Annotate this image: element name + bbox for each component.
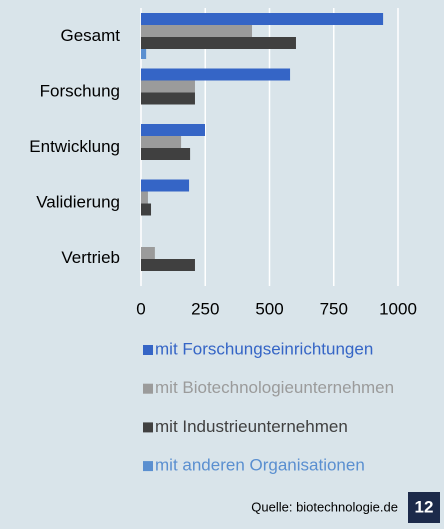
bar bbox=[141, 92, 195, 105]
x-tick-label: 750 bbox=[320, 299, 348, 318]
source: Quelle: biotechnologie.de bbox=[251, 499, 398, 514]
legend-label: mit Industrieunternehmen bbox=[155, 417, 348, 436]
bar bbox=[141, 25, 253, 37]
bar bbox=[141, 13, 384, 25]
bar bbox=[141, 191, 148, 204]
category-label: Forschung bbox=[40, 82, 120, 101]
bar bbox=[141, 148, 191, 160]
bar bbox=[141, 136, 182, 148]
page-badge bbox=[408, 492, 440, 523]
bar bbox=[141, 247, 155, 259]
category-label: Gesamt bbox=[60, 26, 120, 45]
page-number: 12 bbox=[415, 497, 434, 516]
bar bbox=[141, 179, 190, 192]
category-label: Vertrieb bbox=[61, 248, 120, 267]
legend-swatch bbox=[143, 422, 153, 433]
legend-label: mit Forschungseinrichtungen bbox=[155, 339, 373, 358]
x-tick-label: 500 bbox=[255, 299, 283, 318]
bar bbox=[141, 259, 195, 271]
bar bbox=[141, 68, 291, 81]
legend-swatch bbox=[143, 383, 153, 394]
bar bbox=[141, 49, 147, 59]
bar bbox=[141, 203, 152, 216]
bar bbox=[141, 80, 195, 93]
bar bbox=[141, 124, 205, 136]
x-tick-label: 1000 bbox=[379, 299, 417, 318]
category-label: Entwicklung bbox=[29, 137, 120, 156]
legend-swatch bbox=[143, 345, 153, 355]
legend-swatch bbox=[143, 461, 153, 472]
x-tick-label: 250 bbox=[191, 299, 219, 318]
bar bbox=[141, 37, 296, 49]
category-label: Validierung bbox=[36, 193, 120, 212]
legend-label: mit Biotechnologieunternehmen bbox=[155, 378, 394, 397]
legend-label: mit anderen Organisationen bbox=[155, 456, 365, 475]
x-tick-label: 0 bbox=[136, 299, 145, 318]
